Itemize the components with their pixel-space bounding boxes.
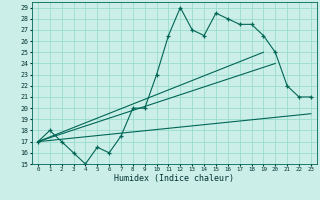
X-axis label: Humidex (Indice chaleur): Humidex (Indice chaleur) bbox=[115, 174, 234, 183]
